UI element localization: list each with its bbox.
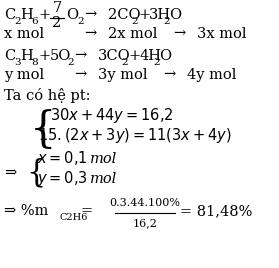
Text: +: +	[38, 8, 50, 22]
Text: ⇒: ⇒	[4, 166, 16, 180]
Text: {: {	[26, 158, 45, 188]
Text: 2: 2	[67, 58, 74, 67]
Text: 3: 3	[14, 58, 21, 67]
Text: =: =	[80, 204, 92, 218]
Text: 2x mol: 2x mol	[108, 27, 157, 41]
Text: +: +	[128, 49, 140, 63]
Text: O: O	[159, 49, 171, 63]
Text: H: H	[20, 8, 33, 22]
Text: C2H6: C2H6	[60, 213, 88, 222]
Text: →: →	[74, 49, 86, 63]
Text: 7: 7	[52, 1, 62, 15]
Text: Ta có hệ pt:: Ta có hệ pt:	[4, 88, 90, 103]
Text: ⇒ %m: ⇒ %m	[4, 204, 48, 218]
Text: 2: 2	[121, 58, 128, 67]
Text: 2: 2	[131, 17, 138, 26]
Text: 3x mol: 3x mol	[197, 27, 247, 41]
Text: $15.(2x + 3y) = 11(3x + 4y)$: $15.(2x + 3y) = 11(3x + 4y)$	[38, 126, 232, 145]
Text: mol: mol	[90, 172, 117, 186]
Text: mol: mol	[90, 152, 117, 166]
Text: 2: 2	[153, 58, 160, 67]
Text: H: H	[20, 49, 33, 63]
Text: y mol: y mol	[4, 68, 44, 82]
Text: +: +	[38, 49, 50, 63]
Text: →: →	[74, 68, 86, 82]
Text: x mol: x mol	[4, 27, 44, 41]
Text: $y = 0{,}3$: $y = 0{,}3$	[37, 169, 88, 188]
Text: →: →	[173, 27, 185, 41]
Text: 4H: 4H	[139, 49, 161, 63]
Text: 2: 2	[52, 16, 62, 30]
Text: C: C	[4, 49, 15, 63]
Text: +: +	[138, 8, 150, 22]
Text: 6: 6	[31, 17, 38, 26]
Text: 2CO: 2CO	[108, 8, 141, 22]
Text: 3H: 3H	[149, 8, 171, 22]
Text: $30x + 44y = 16{,}2$: $30x + 44y = 16{,}2$	[50, 106, 174, 125]
Text: 4y mol: 4y mol	[187, 68, 236, 82]
Text: 3CO: 3CO	[98, 49, 131, 63]
Text: 2: 2	[14, 17, 21, 26]
Text: 16,2: 16,2	[133, 218, 157, 228]
Text: 5O: 5O	[50, 49, 71, 63]
Text: $x = 0{,}1$: $x = 0{,}1$	[37, 149, 88, 167]
Text: C: C	[4, 8, 15, 22]
Text: 0.3.44.100%: 0.3.44.100%	[109, 198, 181, 208]
Text: {: {	[30, 109, 57, 151]
Text: O: O	[169, 8, 181, 22]
Text: O: O	[66, 8, 78, 22]
Text: 2: 2	[163, 17, 170, 26]
Text: = 81,48%: = 81,48%	[180, 204, 252, 218]
Text: →: →	[163, 68, 175, 82]
Text: 8: 8	[31, 58, 38, 67]
Text: 2: 2	[77, 17, 84, 26]
Text: →: →	[84, 8, 96, 22]
Text: 3y mol: 3y mol	[98, 68, 148, 82]
Text: →: →	[84, 27, 96, 41]
